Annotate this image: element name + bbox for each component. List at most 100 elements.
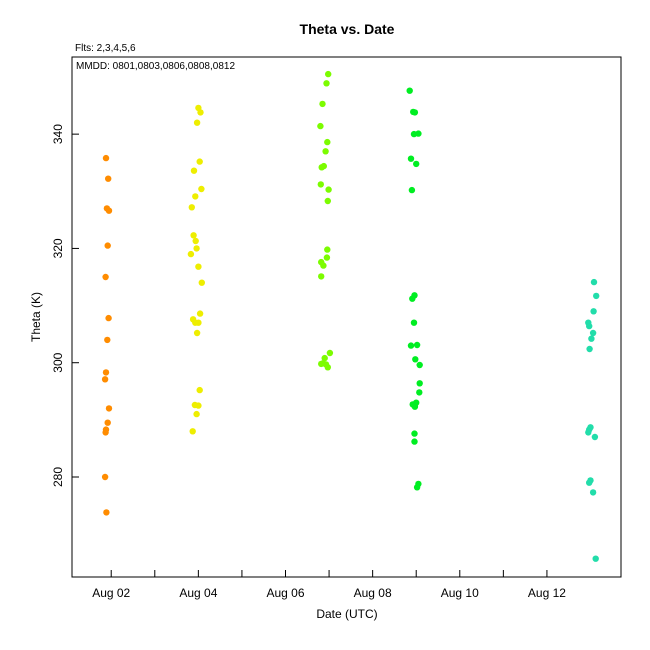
data-point-3-13 (412, 356, 419, 363)
y-tick-label: 340 (51, 124, 65, 144)
x-tick-label: Aug 04 (179, 586, 217, 600)
data-point-0-7 (104, 336, 111, 344)
data-point-4-15 (592, 555, 599, 562)
data-point-2-0 (325, 70, 332, 78)
x-tick-label: Aug 06 (266, 586, 304, 600)
data-point-3-10 (410, 319, 418, 326)
data-point-2-9 (325, 186, 332, 193)
data-point-2-4 (324, 138, 331, 146)
data-point-1-6 (192, 193, 199, 200)
data-point-3-6 (413, 160, 420, 168)
data-point-4-11 (591, 433, 599, 441)
data-point-2-11 (324, 246, 331, 253)
y-tick-label: 280 (51, 467, 65, 487)
data-point-2-3 (317, 122, 324, 130)
data-point-1-5 (198, 185, 205, 193)
data-point-4-2 (590, 308, 597, 315)
data-point-3-0 (406, 87, 413, 94)
data-point-1-19 (196, 386, 203, 394)
data-point-3-11 (407, 342, 415, 349)
data-point-4-5 (589, 329, 597, 337)
data-point-0-8 (102, 369, 110, 376)
data-point-1-9 (192, 237, 199, 245)
data-point-1-13 (198, 279, 205, 286)
data-point-2-14 (320, 262, 327, 269)
data-point-3-21 (411, 438, 418, 445)
data-point-3-9 (409, 295, 416, 302)
data-point-2-16 (326, 349, 334, 357)
data-point-1-7 (188, 204, 195, 211)
data-point-3-23 (413, 484, 421, 491)
x-axis-label: Date (UTC) (316, 607, 377, 621)
data-point-0-11 (104, 419, 111, 426)
x-tick-label: Aug 02 (92, 586, 130, 600)
axes: Aug 02 Aug 04 Aug 06 Aug 08 Aug 10 Aug 12 280 3… (51, 124, 566, 600)
data-point-1-10 (193, 245, 200, 252)
data-point-4-14 (589, 489, 597, 496)
mmdd-annotation: MMDD: 0801,0803,0806,0808,0812 (76, 61, 235, 72)
data-point-3-15 (416, 380, 423, 387)
data-point-2-21 (324, 364, 331, 371)
data-point-3-20 (411, 430, 418, 437)
data-point-1-2 (193, 119, 201, 126)
chart-title: Theta vs. Date (300, 21, 395, 37)
data-point-1-22 (193, 410, 200, 418)
data-point-1-11 (187, 250, 195, 258)
data-point-2-1 (323, 80, 330, 87)
data-point-1-21 (195, 402, 202, 409)
data-point-2-17 (321, 354, 328, 362)
data-point-0-4 (104, 242, 111, 249)
data-point-0-13 (102, 429, 109, 436)
data-point-4-4 (586, 322, 593, 330)
data-point-2-5 (322, 148, 329, 155)
data-point-0-3 (105, 207, 113, 214)
data-point-1-8 (190, 232, 197, 239)
data-point-3-4 (415, 130, 422, 137)
x-tick-label: Aug 12 (528, 586, 566, 600)
y-tick-label: 300 (51, 352, 65, 372)
x-tick-label: Aug 08 (354, 586, 392, 600)
data-point-1-14 (196, 310, 204, 317)
data-point-1-12 (195, 263, 202, 270)
data-point-1-17 (195, 319, 202, 326)
data-point-3-7 (408, 186, 416, 194)
data-point-2-7 (318, 164, 325, 171)
data-point-3-5 (407, 155, 415, 162)
data-points (101, 70, 600, 562)
data-point-0-1 (105, 175, 112, 182)
data-point-1-18 (193, 329, 201, 337)
data-point-1-1 (197, 109, 204, 116)
data-point-1-23 (189, 428, 196, 435)
data-point-0-10 (105, 405, 113, 412)
data-point-2-15 (318, 273, 325, 280)
data-point-3-2 (411, 109, 419, 116)
plot-area-frame (71, 56, 622, 578)
data-point-3-12 (413, 341, 421, 349)
data-point-2-12 (323, 254, 331, 261)
data-point-2-8 (317, 181, 324, 188)
data-point-4-10 (585, 429, 592, 436)
data-point-4-6 (588, 335, 595, 342)
data-point-4-7 (586, 345, 593, 353)
flights-annotation: Flts: 2,3,4,5,6 (75, 43, 136, 54)
data-point-0-6 (105, 314, 112, 322)
y-axis-label: Theta (K) (29, 292, 43, 342)
data-point-3-16 (416, 389, 423, 396)
data-point-2-2 (319, 100, 326, 108)
data-point-1-4 (190, 167, 198, 174)
data-point-0-15 (103, 509, 110, 516)
data-point-2-10 (324, 197, 331, 205)
data-point-0-14 (101, 473, 109, 481)
y-tick-label: 320 (51, 238, 65, 258)
x-tick-label: Aug 10 (441, 586, 479, 600)
data-point-0-0 (102, 154, 110, 162)
data-point-1-3 (196, 158, 203, 165)
data-point-4-0 (590, 278, 598, 286)
data-point-0-5 (102, 273, 109, 281)
data-point-0-9 (101, 376, 109, 383)
data-point-4-13 (586, 479, 593, 486)
data-point-3-19 (411, 403, 419, 410)
data-point-4-1 (593, 292, 600, 300)
data-point-3-14 (416, 361, 423, 369)
